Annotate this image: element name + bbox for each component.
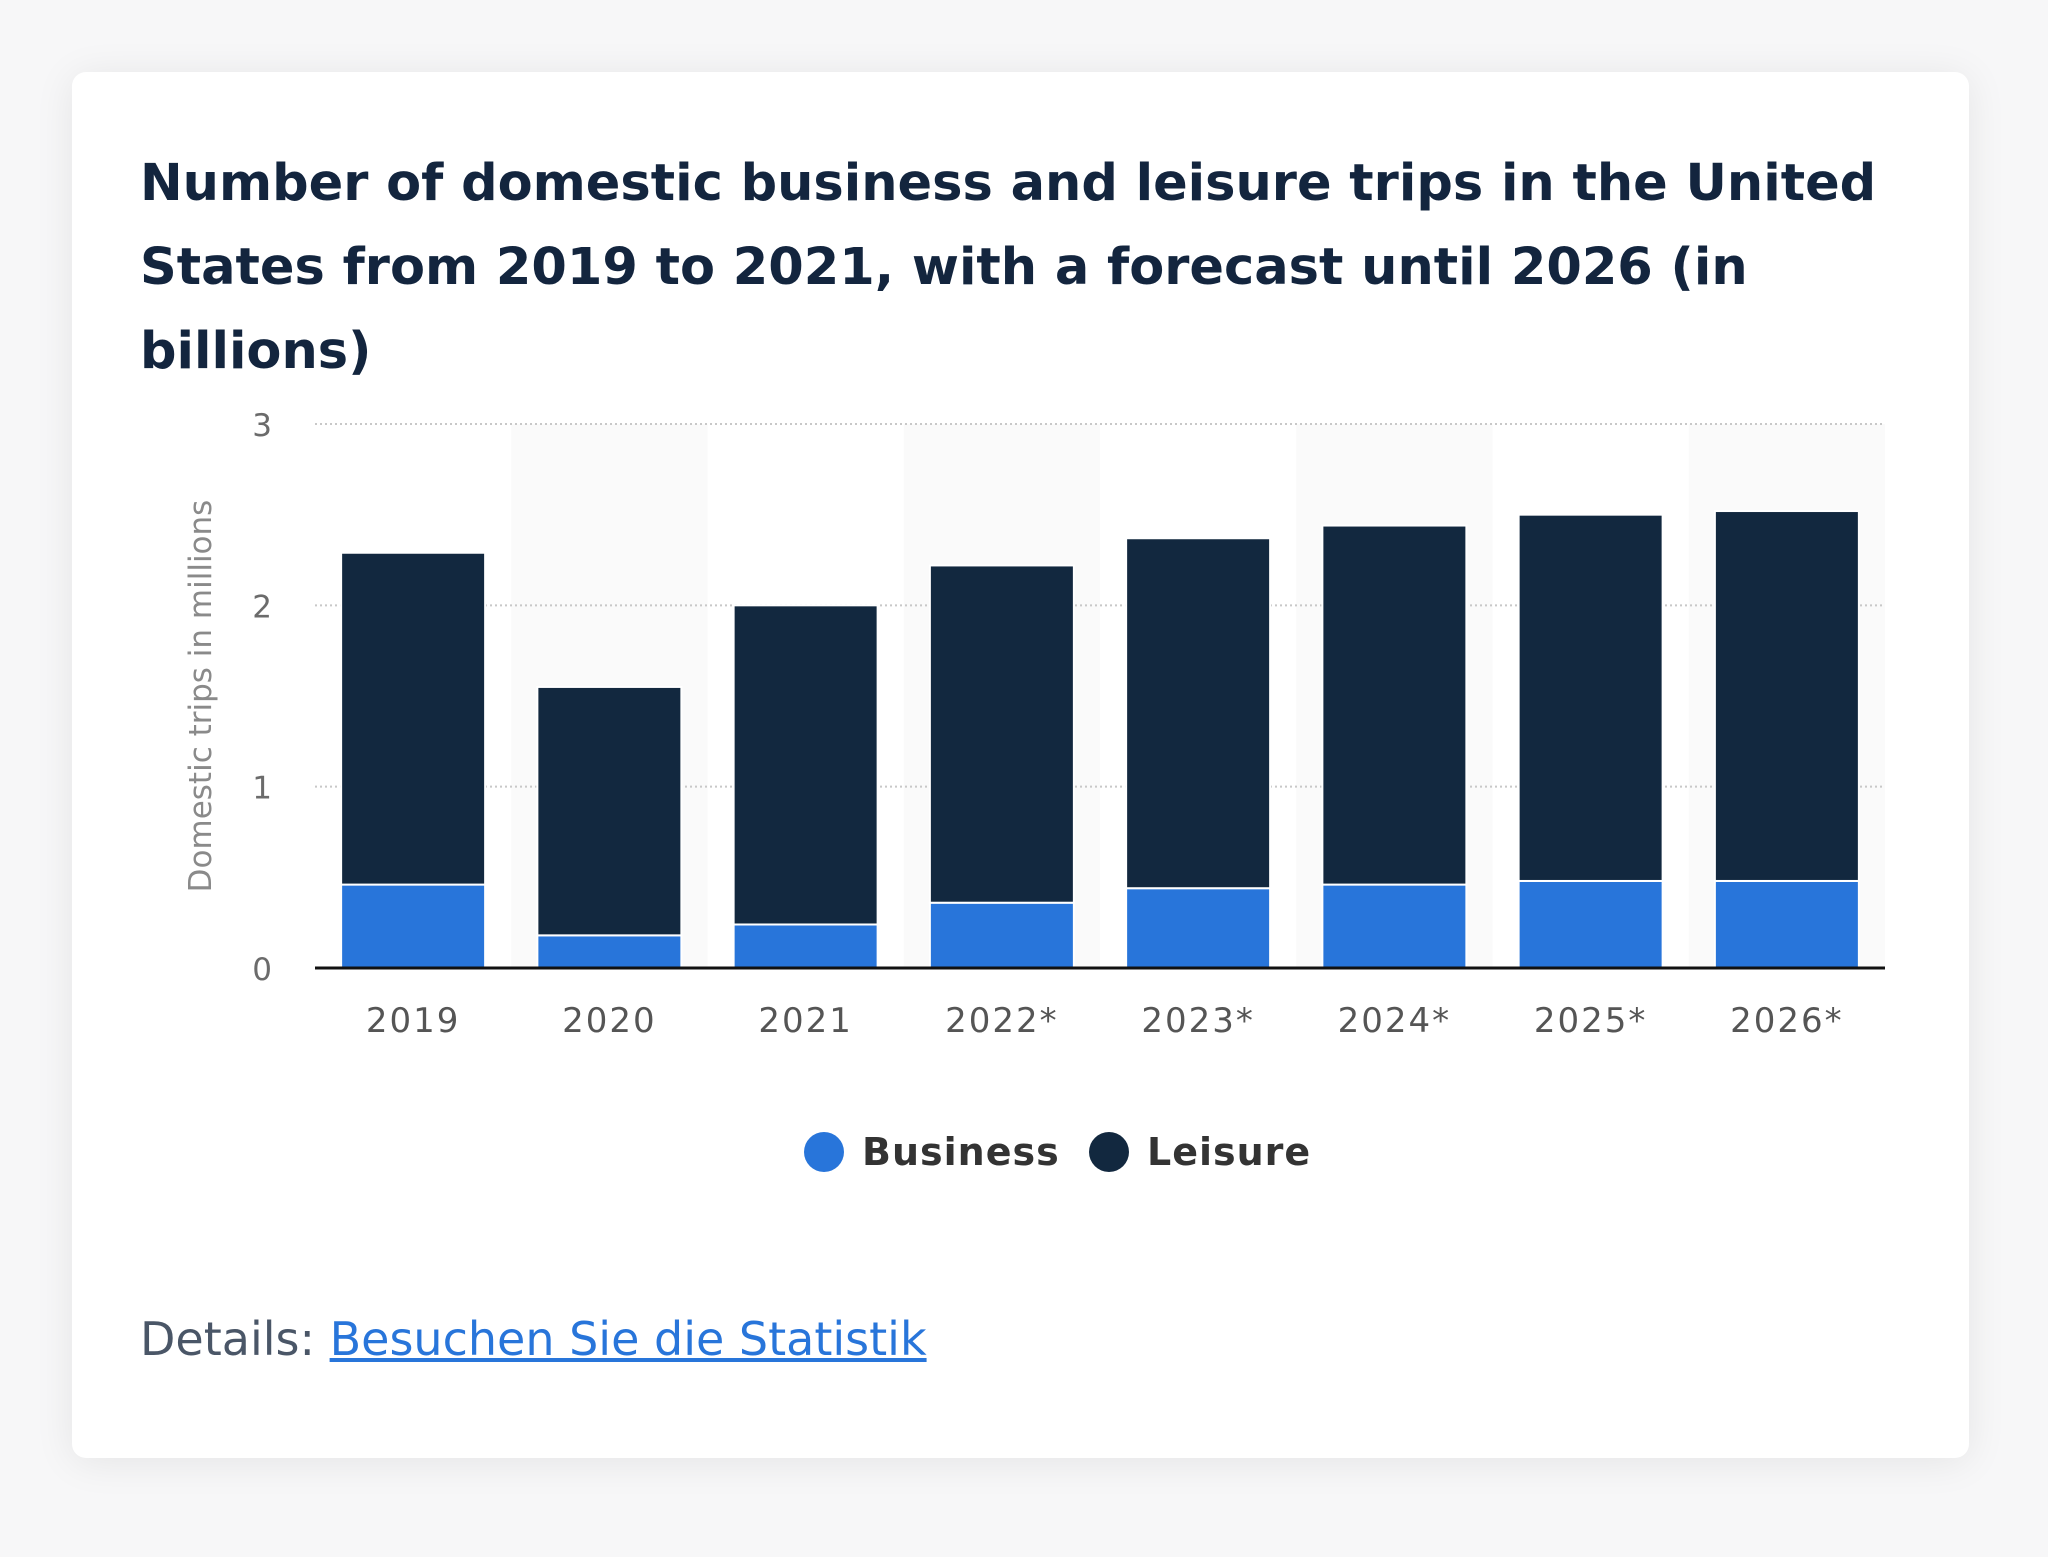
- x-tick-label: 2022*: [945, 1001, 1059, 1041]
- x-tick-label: 2024*: [1338, 1001, 1452, 1041]
- legend-label-business: Business: [862, 1130, 1060, 1174]
- bar-leisure: [1125, 537, 1272, 890]
- bar-leisure: [1713, 510, 1860, 882]
- y-axis-title: Domestic trips in millions: [183, 500, 219, 893]
- bar-business: [1713, 879, 1860, 970]
- bar-chart: 0 1 2 3 Domestic trips in millions 2019 2020 20…: [183, 408, 1885, 1174]
- bar-leisure: [1517, 513, 1664, 882]
- statistic-link[interactable]: Besuchen Sie die Statistik: [329, 1312, 927, 1366]
- bar-leisure: [536, 685, 683, 937]
- x-tick-label: 2019: [366, 1001, 461, 1041]
- legend-marker-business: [804, 1132, 844, 1172]
- bar-leisure: [340, 551, 487, 886]
- x-tick-label: 2023*: [1141, 1001, 1255, 1041]
- legend-label-leisure: Leisure: [1147, 1130, 1311, 1174]
- bar-business: [1125, 887, 1272, 969]
- bar-business: [928, 901, 1075, 969]
- bar-business: [732, 923, 879, 969]
- bar-business: [1517, 879, 1664, 970]
- legend-marker-leisure: [1089, 1132, 1129, 1172]
- chart-title: Number of domestic business and leisure …: [140, 154, 1877, 381]
- details-label: Details:: [140, 1312, 315, 1366]
- y-tick-label: 0: [252, 952, 272, 988]
- y-tick-label: 1: [252, 771, 272, 807]
- bar-leisure: [1321, 524, 1468, 886]
- x-tick-label: 2021: [758, 1001, 853, 1041]
- details: Details: Besuchen Sie die Statistik: [140, 1312, 927, 1366]
- chart-card: Number of domestic business and leisure …: [72, 72, 1969, 1458]
- bar-leisure: [732, 604, 879, 926]
- y-tick-label: 3: [252, 408, 272, 444]
- y-tick-label: 2: [252, 589, 272, 625]
- bar-business: [536, 934, 683, 969]
- x-tick-label: 2020: [562, 1001, 657, 1041]
- bar-business: [340, 883, 487, 969]
- x-tick-label: 2025*: [1534, 1001, 1648, 1041]
- x-tick-label: 2026*: [1730, 1001, 1844, 1041]
- bar-leisure: [928, 564, 1075, 904]
- bar-business: [1321, 883, 1468, 969]
